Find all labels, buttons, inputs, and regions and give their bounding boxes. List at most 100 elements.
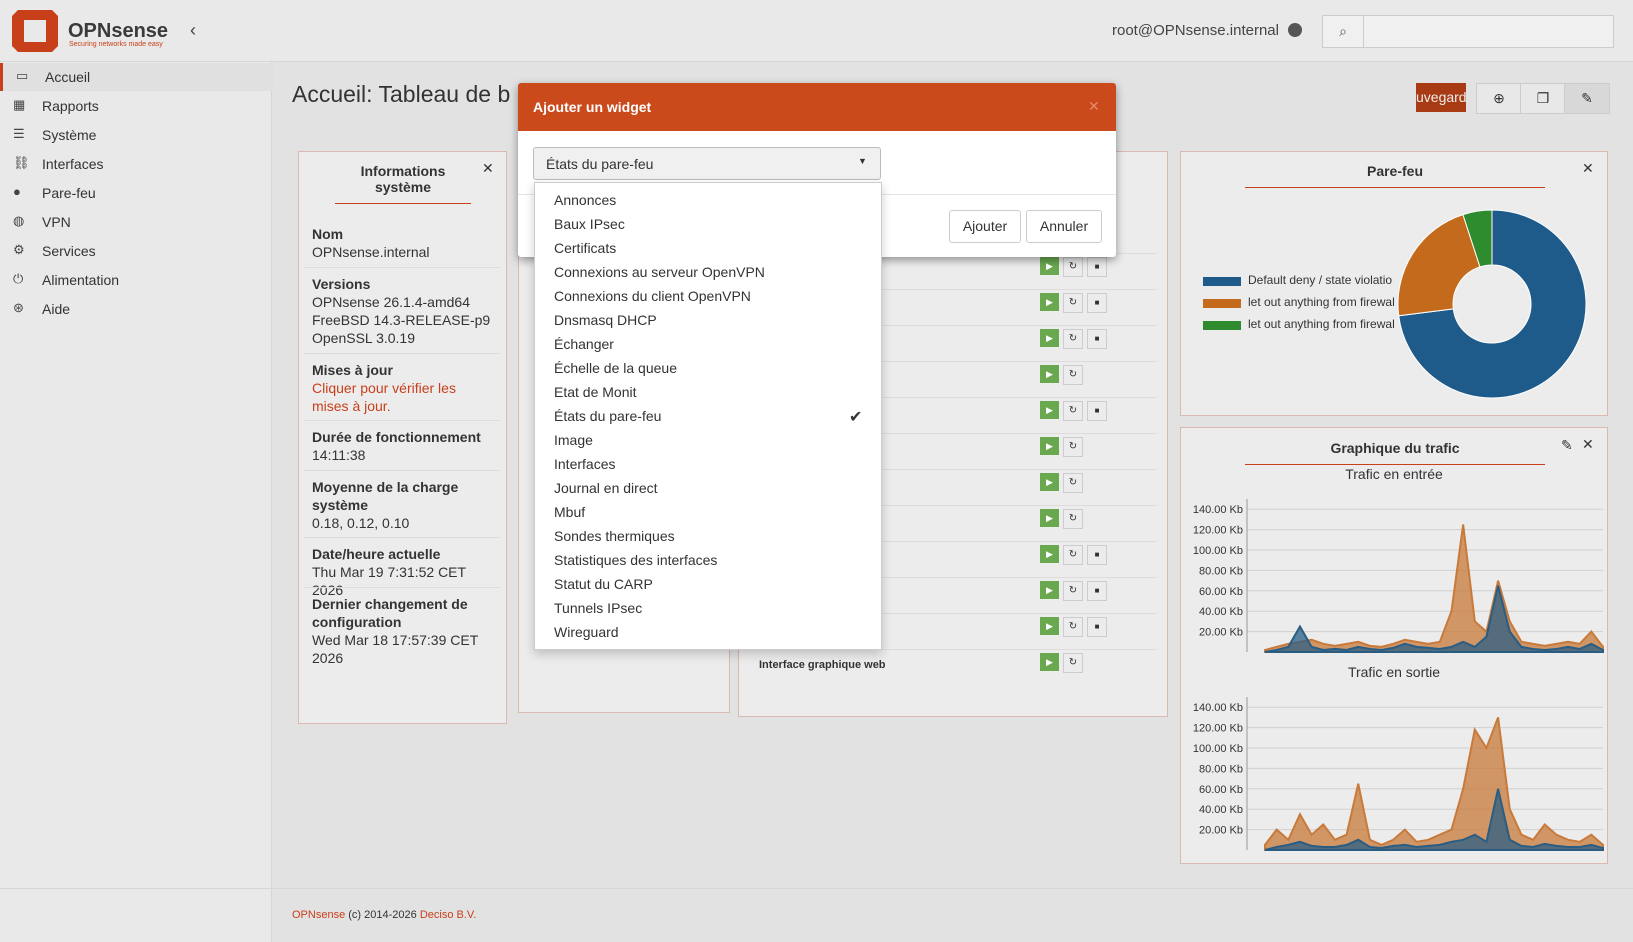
dropdown-option[interactable]: Connexions du client OpenVPN: [535, 285, 881, 309]
dropdown-option[interactable]: Certificats: [535, 237, 881, 261]
dropdown-option[interactable]: Journal en direct: [535, 477, 881, 501]
nav-item[interactable]: ▭ Accueil: [0, 63, 274, 91]
nav-item[interactable]: ◍ VPN: [0, 208, 271, 236]
dropdown-option[interactable]: Tunnels IPsec: [535, 597, 881, 621]
stop-button[interactable]: ■: [1087, 545, 1107, 565]
restart-button[interactable]: ↻: [1063, 257, 1083, 277]
close-widget[interactable]: ✕: [1582, 160, 1594, 176]
info-value[interactable]: Cliquer pour vérifier les mises à jour.: [312, 380, 456, 414]
option-label: Mbuf: [554, 504, 586, 520]
row-divider: [749, 613, 1157, 614]
edit-widget[interactable]: ✎: [1561, 437, 1573, 453]
dropdown-option[interactable]: Annonces: [535, 189, 881, 213]
stop-button[interactable]: ■: [1087, 329, 1107, 349]
info-row: Dernier changement de configuration Wed M…: [312, 595, 492, 667]
dropdown-option[interactable]: Statistiques des interfaces: [535, 549, 881, 573]
legend-label: let out anything from firewal: [1248, 295, 1395, 309]
restart-button[interactable]: ↻: [1063, 401, 1083, 421]
footer-company[interactable]: Deciso B.V.: [419, 909, 477, 921]
option-label: Wireguard: [554, 624, 619, 640]
restart-button[interactable]: ↻: [1063, 545, 1083, 565]
restore-button[interactable]: ❐: [1520, 83, 1566, 114]
stop-button[interactable]: ■: [1087, 401, 1107, 421]
start-button[interactable]: ▶: [1040, 545, 1059, 563]
edit-button[interactable]: ✎: [1564, 83, 1610, 114]
search-box[interactable]: ⌕: [1322, 15, 1614, 48]
add-button[interactable]: Ajouter: [949, 210, 1021, 243]
start-button[interactable]: ▶: [1040, 293, 1059, 311]
dropdown-option[interactable]: Statut du CARP: [535, 573, 881, 597]
nav-label: Interfaces: [42, 156, 104, 172]
option-label: Statut du CARP: [554, 576, 653, 592]
cancel-button[interactable]: Annuler: [1026, 210, 1102, 243]
restart-button[interactable]: ↻: [1063, 365, 1083, 385]
start-button[interactable]: ▶: [1040, 509, 1059, 527]
search-icon: ⌕: [1323, 16, 1364, 47]
start-button[interactable]: ▶: [1040, 401, 1059, 419]
option-label: Tunnels IPsec: [554, 600, 643, 616]
info-row: Durée de fonctionnement 14:11:38: [312, 428, 492, 464]
dropdown-option[interactable]: Échelle de la queue: [535, 357, 881, 381]
row-divider: [304, 353, 500, 354]
nav-item[interactable]: ▦ Rapports: [0, 92, 271, 120]
stop-button[interactable]: ■: [1087, 581, 1107, 601]
footer-brand[interactable]: OPNsense: [292, 909, 346, 921]
tagline: Securing networks made easy: [69, 41, 163, 48]
stop-button[interactable]: ■: [1087, 257, 1107, 277]
start-button[interactable]: ▶: [1040, 653, 1059, 671]
start-button[interactable]: ▶: [1040, 329, 1059, 347]
save-button[interactable]: uvegard: [1416, 83, 1466, 112]
y-tick-label: 20.00 Kb: [1199, 627, 1243, 639]
info-label: Versions: [312, 276, 371, 292]
start-button[interactable]: ▶: [1040, 617, 1059, 635]
nav-item[interactable]: ⏻ Alimentation: [0, 266, 271, 294]
dropdown-option[interactable]: Échanger: [535, 333, 881, 357]
status-dot[interactable]: [1288, 23, 1302, 37]
start-button[interactable]: ▶: [1040, 257, 1059, 275]
option-label: Sondes thermiques: [554, 528, 675, 544]
dropdown-option[interactable]: Image: [535, 429, 881, 453]
close-widget[interactable]: ✕: [1582, 436, 1594, 452]
nav-item[interactable]: ⊛ Aide: [0, 295, 271, 323]
restart-button[interactable]: ↻: [1063, 473, 1083, 493]
pie-slice: [1462, 209, 1493, 268]
restart-button[interactable]: ↻: [1063, 617, 1083, 637]
restart-button[interactable]: ↻: [1063, 437, 1083, 457]
nav-item[interactable]: ⛓ Interfaces: [0, 150, 271, 178]
restart-button[interactable]: ↻: [1063, 329, 1083, 349]
add-widget-button[interactable]: ⊕: [1476, 83, 1522, 114]
restart-button[interactable]: ↻: [1063, 653, 1083, 673]
dropdown-option[interactable]: Wireguard: [535, 621, 881, 645]
dropdown-option[interactable]: Dnsmasq DHCP: [535, 309, 881, 333]
dropdown-option[interactable]: Connexions au serveur OpenVPN: [535, 261, 881, 285]
restart-button[interactable]: ↻: [1063, 509, 1083, 529]
chart-title: Trafic en sortie: [1347, 664, 1441, 680]
restart-button[interactable]: ↻: [1063, 581, 1083, 601]
dropdown-option[interactable]: Baux IPsec: [535, 213, 881, 237]
nav-item[interactable]: ☰ Système: [0, 121, 271, 149]
start-button[interactable]: ▶: [1040, 581, 1059, 599]
modal-close[interactable]: ✕: [1088, 98, 1100, 114]
nav-label: Services: [42, 243, 96, 259]
start-button[interactable]: ▶: [1040, 365, 1059, 383]
stop-button[interactable]: ■: [1087, 293, 1107, 313]
dropdown-option[interactable]: États du pare-feu ✔: [535, 405, 881, 429]
user-name[interactable]: root@OPNsense.internal: [1112, 22, 1279, 39]
close-widget[interactable]: ✕: [482, 160, 494, 176]
area-chart: 20.00 Kb 40.00 Kb 60.00 Kb 80.00 Kb 100.00 K…: [1193, 697, 1604, 851]
start-button[interactable]: ▶: [1040, 437, 1059, 455]
nav-item[interactable]: ⚙ Services: [0, 237, 271, 265]
start-button[interactable]: ▶: [1040, 473, 1059, 491]
collapse-button[interactable]: ‹: [190, 20, 196, 40]
dropdown-option[interactable]: Sondes thermiques: [535, 525, 881, 549]
nav-item[interactable]: ● Pare-feu: [0, 179, 271, 207]
dropdown-option[interactable]: Interfaces: [535, 453, 881, 477]
info-value: FreeBSD 14.3-RELEASE-p9: [312, 312, 491, 328]
stop-button[interactable]: ■: [1087, 617, 1107, 637]
y-tick-label: 40.00 Kb: [1199, 606, 1243, 618]
widget-select[interactable]: États du pare-feu ▼: [533, 147, 881, 180]
restart-button[interactable]: ↻: [1063, 293, 1083, 313]
dropdown-option[interactable]: Etat de Monit: [535, 381, 881, 405]
dropdown-option[interactable]: Mbuf: [535, 501, 881, 525]
traffic-area: [1264, 717, 1604, 851]
